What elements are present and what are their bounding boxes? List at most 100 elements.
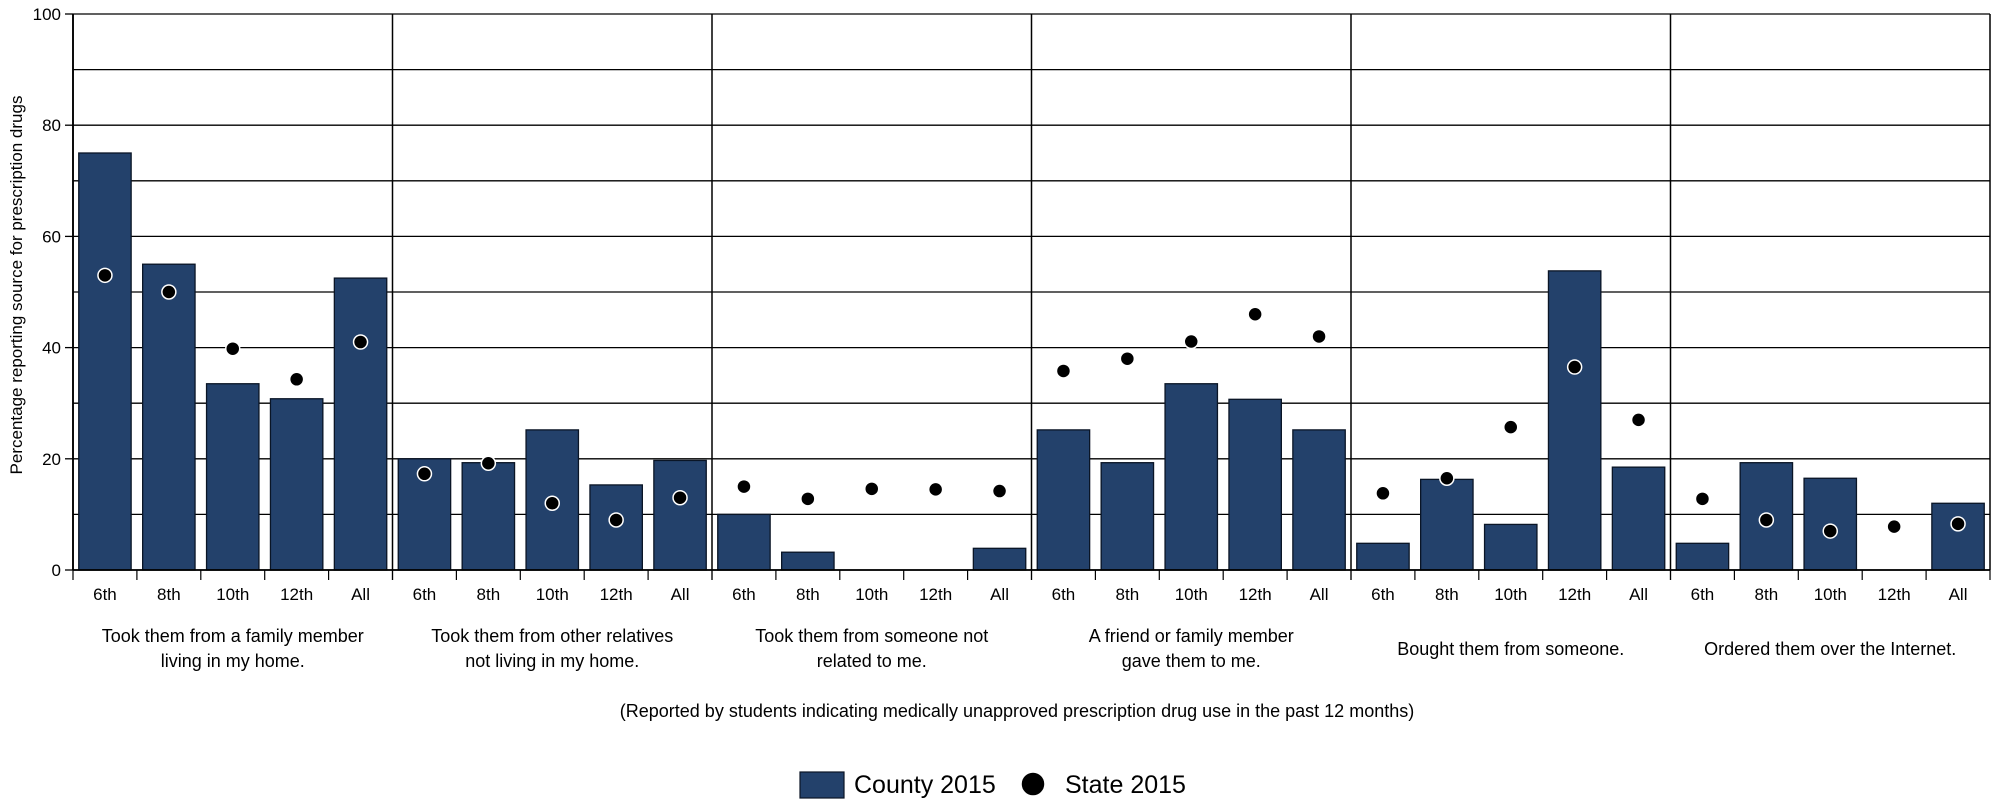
x-tick-label: 8th [796,585,820,604]
county-bar [1164,383,1219,571]
state-dot [991,483,1008,499]
x-tick-label: All [671,585,690,604]
state-dot [1375,485,1391,502]
state-dot [1119,350,1136,367]
x-tick-label: All [1629,585,1648,604]
county-bar [1483,523,1538,571]
legend-state-label: State 2015 [1065,771,1186,799]
x-tick-label: 12th [919,585,952,604]
county-bar [1420,478,1474,571]
state-dot [927,481,944,498]
y-axis-label: Percentage reporting source for prescrip… [7,96,26,475]
x-tick-label: 10th [536,585,569,604]
county-bar [1675,542,1730,571]
y-tick-label: 100 [33,5,61,24]
x-tick-label: All [1310,585,1329,604]
x-tick-label: 6th [1371,585,1395,604]
x-tick-label: All [351,585,370,604]
state-dot [480,455,497,471]
y-tick-label: 0 [52,561,61,580]
group-label: living in my home. [161,651,305,671]
x-tick-label: 8th [477,585,501,604]
state-dot [1566,359,1583,375]
x-tick-label: 8th [1755,585,1779,604]
x-tick-label: All [990,585,1009,604]
state-dot [672,489,688,506]
county-bar [1547,270,1602,571]
x-tick-label: 6th [732,585,756,604]
state-dot [1630,412,1647,428]
group-label: Took them from a family member [102,626,364,646]
state-dot [416,466,433,482]
state-dot [161,284,177,300]
county-bar [461,462,516,571]
y-tick-label: 40 [42,339,61,358]
state-dot [1439,470,1455,487]
state-dot [1886,518,1902,535]
county-bar [142,263,196,571]
group-label: related to me. [817,651,927,671]
group-label: not living in my home. [465,651,639,671]
x-tick-label: 12th [600,585,633,604]
legend-county-label: County 2015 [854,771,996,799]
x-tick-label: 12th [280,585,313,604]
state-dot [1822,523,1838,539]
state-dot [1503,419,1519,435]
x-tick-label: 12th [1878,585,1911,604]
state-dot [1311,328,1327,345]
legend-county-swatch [799,771,845,799]
county-bar [1228,398,1282,571]
county-bar [1100,462,1155,571]
state-dot [1055,363,1072,379]
state-dot [288,371,305,388]
county-bar [333,277,388,571]
group-label: Took them from someone not [755,626,988,646]
county-bar [1611,466,1666,571]
county-bar [1931,502,1985,571]
state-dots [97,267,1966,539]
county-bar [78,152,132,571]
state-dot [800,491,816,507]
state-dot [352,334,369,350]
legend: County 2015 State 2015 [799,771,1186,799]
x-tick-label: 10th [855,585,888,604]
group-label: Took them from other relatives [431,626,673,646]
x-tick-label: 6th [1691,585,1715,604]
x-tick-label: 8th [1435,585,1459,604]
state-dot [1694,491,1711,507]
x-tick-label: 12th [1239,585,1272,604]
x-tick-label: 6th [93,585,117,604]
x-tick-label: 10th [1814,585,1847,604]
x-tick-label: 10th [1494,585,1527,604]
x-tick-label: 10th [1175,585,1208,604]
axes [65,13,1991,580]
state-dot [1247,306,1263,322]
x-tick-label: 6th [413,585,437,604]
group-label: gave them to me. [1122,651,1261,671]
state-dot [1183,333,1199,350]
county-bar [1036,429,1091,571]
y-tick-label: 80 [42,116,61,135]
county-bar [205,383,260,571]
county-bar [972,547,1027,571]
x-tick-label: All [1949,585,1968,604]
state-dot [608,512,624,528]
county-bar [717,513,771,571]
county-bar [653,459,707,571]
x-tick-label: 8th [157,585,181,604]
state-dot [225,340,241,357]
x-tick-label: 8th [1116,585,1140,604]
group-label: A friend or family member [1089,626,1294,646]
county-bar [1356,542,1410,571]
y-tick-label: 60 [42,227,61,246]
state-dot [1758,512,1775,528]
x-tick-label: 12th [1558,585,1591,604]
state-dot [864,481,880,497]
axis-labels: 6th 8th 10th 12th All Took them from a family… [33,5,1968,671]
state-dot [97,267,113,284]
state-dot [1950,516,1966,532]
legend-state-marker [1020,771,1046,797]
county-bars [78,152,1985,571]
county-bar [781,551,835,571]
